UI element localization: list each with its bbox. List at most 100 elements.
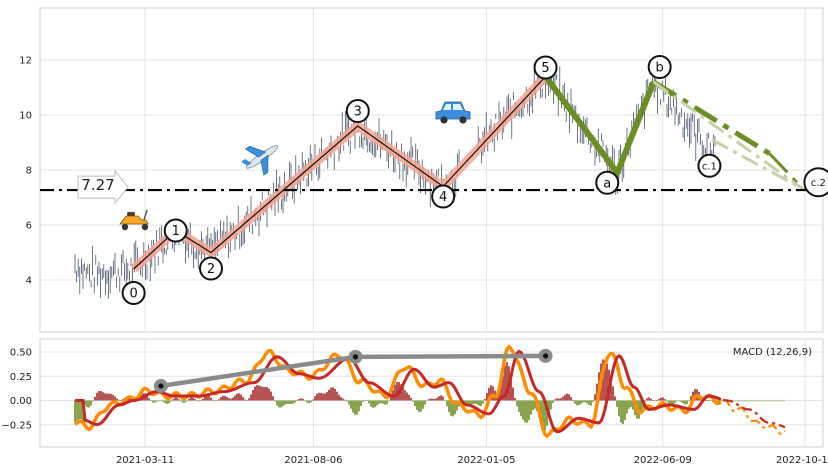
macd-histogram-bar (272, 396, 274, 401)
macd-histogram-bar (454, 400, 456, 415)
projection-c1-tail (768, 152, 805, 191)
macd-histogram-bar (498, 391, 500, 401)
macd-histogram-bar (506, 362, 508, 401)
projection-c2 (652, 80, 805, 191)
support-price-tag (77, 169, 129, 205)
x-tick-label: 2022-01-05 (457, 455, 515, 466)
macd-histogram-bar (212, 399, 214, 401)
macd-histogram-bar (406, 392, 408, 401)
wave-label-text: b (656, 61, 664, 76)
macd-histogram-bar (94, 396, 96, 401)
macd-histogram-bar (228, 398, 230, 401)
macd-y-tick: 0.25 (10, 372, 32, 383)
macd-histogram-bar (276, 400, 278, 406)
macd-histogram-bar (616, 400, 618, 407)
macd-histogram-bar (300, 398, 302, 401)
macd-histogram-bar (472, 400, 474, 404)
macd-histogram-bar (396, 381, 398, 401)
macd-histogram-bar (482, 400, 484, 404)
macd-histogram-bar (180, 400, 182, 402)
wave-label-circle (121, 281, 146, 305)
macd-histogram-bar (122, 399, 124, 401)
macd-histogram-bar (268, 388, 270, 401)
macd-histogram-bar (262, 386, 264, 401)
wave-label-text: 0 (129, 287, 137, 302)
macd-histogram-bar (176, 397, 178, 401)
macd-histogram-bar (556, 398, 558, 401)
macd-histogram-bar (166, 400, 168, 404)
macd-histogram-bar (204, 396, 206, 401)
macd-histogram-bar (258, 385, 260, 401)
price-y-tick: 12 (19, 56, 32, 67)
macd-histogram-bar (514, 398, 516, 401)
macd-histogram-bar (564, 394, 566, 401)
macd-histogram-bar (410, 397, 412, 401)
macd-histogram-bar (618, 400, 620, 417)
macd-histogram-bar-projected (773, 399, 775, 402)
macd-histogram-bar (168, 400, 170, 404)
macd-histogram-bar (528, 400, 530, 421)
macd-histogram-bar (98, 391, 100, 401)
macd-histogram-bar (520, 400, 522, 416)
macd-histogram-bar (74, 400, 76, 423)
correction-wave (543, 74, 657, 179)
macd-histogram-bar (102, 392, 104, 401)
macd-histogram-bar (412, 400, 414, 402)
projection-c1 (652, 79, 771, 156)
macd-histogram-bar (438, 396, 440, 401)
projection-c2-upper (711, 138, 805, 191)
macd-histogram-bar (612, 386, 614, 401)
macd-histogram-bar-projected (783, 399, 785, 402)
wave-label-text: 3 (354, 105, 362, 120)
macd-histogram-bar (338, 394, 340, 401)
macd-histogram-bar (566, 393, 568, 401)
macd-histogram-bar (588, 400, 590, 405)
icons-layer (119, 101, 471, 231)
signal-line (75, 349, 722, 434)
macd-histogram-bar (430, 398, 432, 401)
macd-histogram-bar (604, 359, 606, 401)
macd-histogram-bar (500, 384, 502, 401)
price-y-tick: 4 (26, 276, 32, 287)
macd-histogram-bar (274, 400, 276, 402)
macd-histogram-bar (198, 400, 200, 402)
macd-histogram-bar (624, 400, 626, 421)
support-line: 7.27 (40, 169, 823, 205)
macd-histogram-bar (690, 396, 692, 401)
macd-histogram-bar (356, 400, 358, 415)
macd-histogram-bar (452, 400, 454, 417)
macd-histogram-bar (484, 399, 486, 401)
macd-histogram-bar (522, 400, 524, 420)
macd-histogram-bar (424, 400, 426, 405)
macd-histogram-bar (280, 400, 282, 408)
macd-histogram-bar (512, 387, 514, 401)
macd-histogram-bar (488, 387, 490, 401)
wave-label-circle (803, 167, 828, 198)
macd-histogram-bar (306, 400, 308, 403)
macd-histogram-bar (156, 400, 158, 402)
macd-histogram-bar (372, 400, 374, 408)
macd-histogram-bar (446, 400, 448, 407)
macd-histogram-bar (266, 387, 268, 401)
macd-histogram-bar (174, 397, 176, 401)
macd-divergence (153, 348, 553, 393)
macd-histogram-bar (294, 400, 296, 403)
macd-histogram-bar (224, 395, 226, 401)
macd-histogram-bar (572, 400, 574, 402)
macd-histogram-bar (120, 399, 122, 401)
car-windows (443, 104, 463, 110)
macd-histogram-bar-projected (745, 399, 747, 402)
airplane-wings (244, 145, 269, 176)
macd-histogram-bar (292, 400, 294, 404)
macd-histogram-bar (426, 400, 428, 402)
macd-histogram-bar-projected (761, 399, 763, 402)
macd-histogram-bar (504, 365, 506, 401)
macd-histogram-bar-projected (755, 399, 757, 402)
macd-histogram-bar (470, 400, 472, 406)
macd-histogram-bar (388, 400, 390, 402)
scooter-wheel-front (141, 223, 149, 231)
macd-histogram-bar (386, 400, 388, 405)
macd-histogram-bar (222, 395, 224, 401)
macd-histogram-bar (710, 400, 712, 402)
macd-histogram-bar (352, 400, 354, 413)
